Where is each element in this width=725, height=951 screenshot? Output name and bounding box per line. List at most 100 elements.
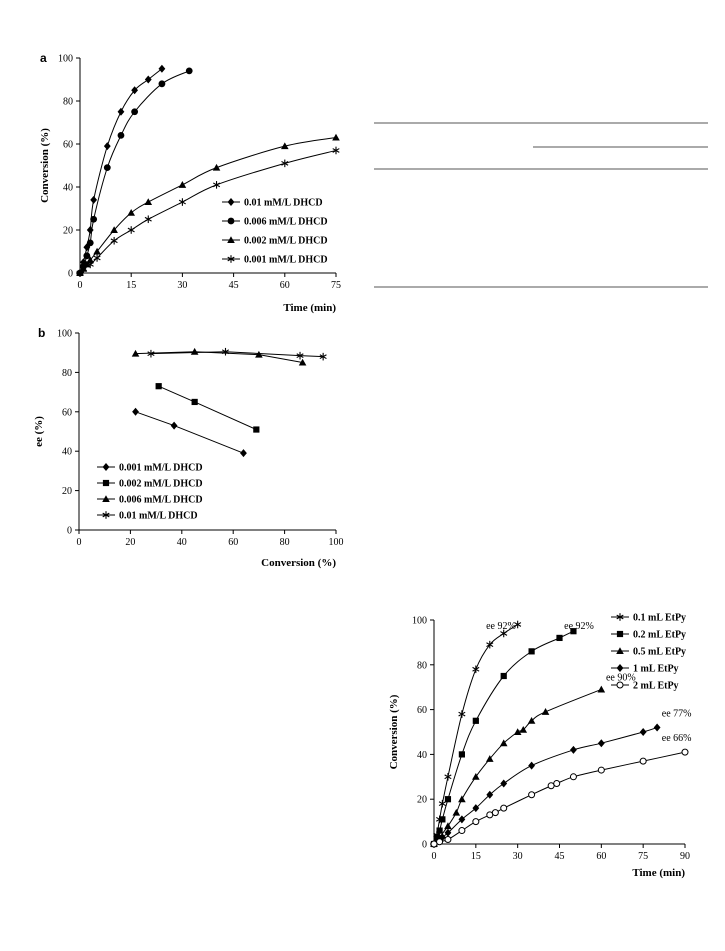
ee-annotation: ee 92% [486, 621, 516, 632]
data-point-triangle [178, 181, 187, 188]
x-axis-title: Time (min) [283, 302, 336, 314]
data-point-circle [86, 239, 94, 247]
data-point-triangle [131, 349, 140, 357]
data-point-asterisk [500, 629, 508, 638]
data-point-circle [491, 809, 499, 817]
data-point-triangle [541, 708, 550, 715]
y-tick-label: 80 [62, 368, 72, 379]
legend-entry: 1 mL EtPy [633, 664, 679, 675]
y-tick-label: 80 [417, 660, 427, 671]
y-tick-label: 60 [62, 407, 72, 418]
x-tick-label: 60 [228, 537, 238, 548]
x-tick-label: 80 [280, 537, 290, 548]
chart-c: 0 20 40 60 80 100 0 15 30 45 60 75 90 Time (min) Conve… [388, 613, 691, 880]
data-point-diamond [170, 421, 178, 430]
data-point-circle [117, 132, 125, 139]
data-point-asterisk [212, 181, 221, 189]
data-point-asterisk [319, 352, 327, 361]
x-tick-label: 45 [229, 280, 239, 291]
table-rules [374, 122, 708, 288]
data-point-diamond [240, 449, 247, 458]
ee-annotation: ee 66% [662, 733, 692, 744]
legend-entry: 0.006 mM/L DHCD [119, 495, 203, 506]
x-tick-label: 60 [280, 280, 290, 291]
data-point-triangle [597, 685, 606, 693]
data-point-triangle [513, 728, 522, 735]
data-point-asterisk [281, 159, 289, 168]
y-tick-label: 20 [63, 226, 73, 237]
panel-letter: a [40, 51, 47, 65]
data-point-diamond [144, 75, 152, 84]
data-point-diamond [90, 195, 98, 204]
y-tick-label: 40 [417, 750, 427, 761]
data-point-circle [444, 836, 452, 844]
data-point-diamond [570, 745, 577, 754]
y-tick-label: 20 [62, 486, 72, 497]
legend: 0.1 mL EtPy 0.2 mL EtPy 0.5 mL EtPy 1 mL Et… [611, 613, 686, 692]
data-point-triangle [144, 198, 153, 206]
data-point-asterisk [178, 198, 186, 206]
data-point-square [458, 751, 465, 758]
data-point-asterisk [472, 665, 480, 674]
legend-marker-triangle [616, 647, 624, 654]
data-point-circle [131, 108, 139, 116]
legend-marker-diamond [616, 664, 624, 672]
y-tick-label: 100 [412, 616, 427, 627]
legend-entry: 0.001 mM/L DHCD [244, 255, 328, 266]
data-point-diamond [597, 739, 605, 748]
legend-marker-circle [616, 681, 624, 689]
data-point-circle [553, 780, 561, 788]
data-point-circle [83, 252, 91, 260]
x-axis-title: Conversion (%) [261, 557, 336, 569]
data-point-circle [185, 67, 193, 75]
data-point-triangle [298, 358, 307, 366]
data-point-diamond [83, 243, 91, 252]
data-point-diamond [472, 804, 480, 813]
y-axis-title: Conversion (%) [388, 694, 400, 769]
data-point-square [253, 426, 260, 433]
legend-marker-triangle [227, 236, 235, 243]
data-point-diamond [444, 828, 452, 837]
legend-entry: 0.1 mL EtPy [633, 613, 686, 624]
legend-marker-diamond [102, 463, 110, 471]
data-point-asterisk [438, 799, 446, 808]
chart-a: 0 20 40 60 80 100 0 15 30 45 60 75 Time (min) Convers… [39, 51, 341, 314]
data-point-circle [458, 827, 466, 835]
data-point-triangle [93, 247, 101, 255]
data-point-square [472, 717, 479, 724]
legend-marker-diamond [227, 198, 235, 206]
x-tick-label: 75 [638, 851, 648, 862]
data-point-triangle [86, 256, 95, 264]
series-line [433, 624, 518, 845]
data-point-diamond [639, 728, 647, 736]
y-tick-label: 40 [62, 447, 72, 458]
data-point-asterisk [486, 640, 494, 649]
series-line [135, 411, 244, 454]
legend: 0.001 mM/L DHCD 0.002 mM/L DHCD 0.006 mM/L… [97, 463, 203, 522]
data-point-circle [472, 818, 480, 826]
legend-marker-circle [227, 217, 235, 225]
x-tick-label: 30 [513, 851, 523, 862]
data-point-square [436, 827, 443, 834]
chart-b: 0 20 40 60 80 100 0 20 40 60 80 100 Conversion (%) ee… [33, 326, 344, 569]
data-point-triangle [110, 226, 118, 233]
data-point-asterisk [110, 236, 118, 245]
series-line [79, 70, 190, 274]
data-point-diamond [103, 142, 111, 151]
ee-annotation: ee 92% [564, 621, 594, 632]
data-point-square [191, 398, 198, 406]
y-tick-label: 60 [417, 705, 427, 716]
x-tick-label: 30 [177, 280, 187, 291]
x-tick-label: 0 [78, 280, 83, 291]
x-tick-label: 0 [432, 851, 437, 862]
data-point-triangle [332, 133, 340, 141]
x-tick-label: 75 [331, 280, 341, 291]
data-point-asterisk [93, 254, 101, 262]
data-point-diamond [86, 226, 94, 234]
legend-entry: 0.01 mM/L DHCD [244, 198, 323, 209]
data-point-triangle [212, 163, 221, 171]
legend-entry: 0.2 mL EtPy [633, 630, 686, 641]
ee-annotation: ee 77% [662, 708, 692, 719]
data-point-asterisk [76, 269, 84, 277]
